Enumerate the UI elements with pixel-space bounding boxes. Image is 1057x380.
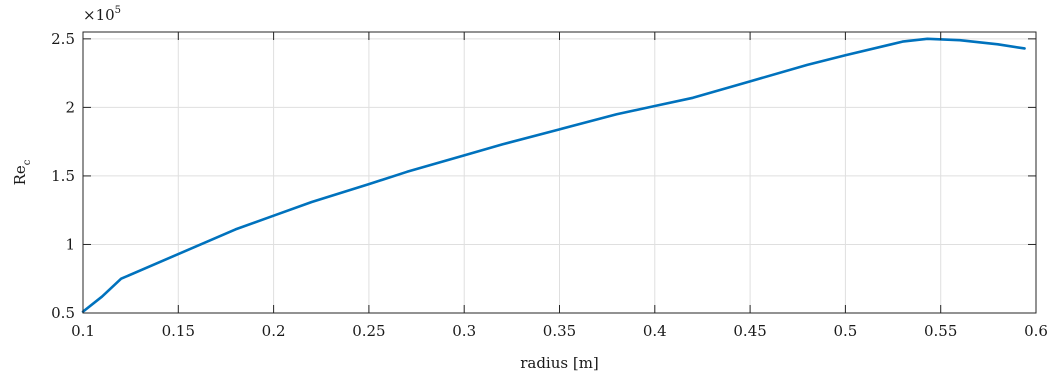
y-axis-label: Rec [11,159,33,185]
y-tick-label: 0.5 [51,304,75,322]
x-tick-label: 0.35 [543,322,576,340]
axis-ticks [82,32,1037,314]
y-tick-label: 1 [65,235,75,253]
plot-area [81,37,1026,313]
y-tick-label: 1.5 [51,167,75,185]
series-line [81,37,1026,313]
x-tick-label: 0.45 [733,322,766,340]
x-tick-labels: 0.1 0.15 0.2 0.25 0.3 0.35 0.4 0.45 0.5 0.55 0.6 [71,322,1048,340]
x-tick-label: 0.25 [352,322,385,340]
y-tick-label: 2.5 [51,30,75,48]
x-tick-label: 0.3 [452,322,476,340]
x-tick-label: 0.2 [262,322,286,340]
x-tick-label: 0.55 [924,322,957,340]
x-tick-label: 0.4 [643,322,667,340]
x-tick-label: 0.15 [162,322,195,340]
grid-lines [82,32,1037,314]
x-tick-label: 0.1 [71,322,95,340]
x-tick-label: 0.6 [1024,322,1048,340]
x-tick-label: 0.5 [833,322,857,340]
x-axis-label: radius [m] [520,354,599,372]
y-axis-multiplier: ×105 [83,5,121,24]
y-tick-labels: 0.5 1 1.5 2 2.5 [51,30,75,322]
y-tick-label: 2 [65,98,75,116]
